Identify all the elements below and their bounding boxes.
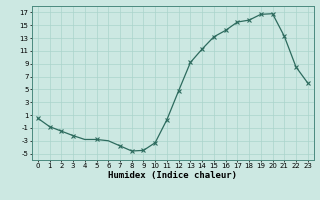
X-axis label: Humidex (Indice chaleur): Humidex (Indice chaleur) (108, 171, 237, 180)
